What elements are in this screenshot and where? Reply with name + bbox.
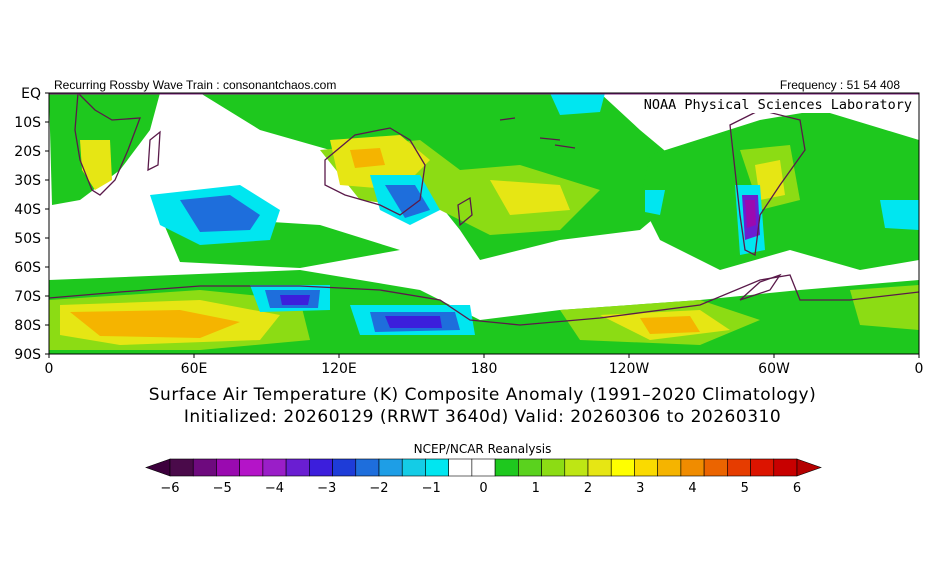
- colorbar-tick-label: −3: [317, 481, 336, 496]
- colorbar-box: [239, 458, 264, 477]
- colorbar-box: [262, 458, 287, 477]
- coastline-antarctic-peninsula: [739, 273, 782, 301]
- colorbar-tick-label: 0: [479, 481, 487, 496]
- lon-tick-label: 180: [471, 361, 498, 377]
- colorbar-under-arrow: [145, 458, 171, 477]
- lon-tick-label: 60W: [758, 361, 790, 377]
- colorbar-box: [773, 458, 798, 477]
- colorbar-box: [285, 458, 310, 477]
- anomaly-region: [385, 185, 430, 218]
- lat-tick-label: 10S: [14, 115, 41, 131]
- anomaly-region: [850, 285, 919, 330]
- colorbar-box: [332, 458, 357, 477]
- colorbar-box: [727, 458, 751, 477]
- anomaly-region: [745, 200, 756, 228]
- lat-tick-label: 40S: [14, 202, 41, 218]
- lat-tick-label: 90S: [14, 347, 41, 363]
- colorbar-over-arrow: [796, 458, 822, 477]
- colorbar-tick-label: −2: [369, 481, 388, 496]
- lon-tick-label: 0: [915, 361, 924, 377]
- colorbar-tick-label: 1: [532, 481, 540, 496]
- anomaly-region: [880, 200, 919, 230]
- lat-tick-label: 20S: [14, 144, 41, 160]
- lat-tick-label: 80S: [14, 318, 41, 334]
- colorbar-title: NCEP/NCAR Reanalysis: [413, 442, 552, 456]
- colorbar-box: [425, 458, 449, 477]
- colorbar-tick-label: 2: [584, 481, 592, 496]
- coastline-antarctica: [49, 274, 919, 326]
- anomaly-region: [180, 195, 260, 232]
- lat-axis: EQ 10S 20S 30S 40S 50S 60S 70S 80S 90S: [14, 86, 49, 363]
- colorbar-box: [634, 458, 658, 477]
- coastline-africa: [74, 93, 141, 196]
- anomaly-region: [645, 190, 665, 215]
- lon-tick-label: 120W: [609, 361, 650, 377]
- colorbar-box: [448, 458, 473, 477]
- anomaly-region: [70, 310, 240, 338]
- anomaly-region: [350, 148, 385, 168]
- colorbar-box: [750, 458, 775, 477]
- anomaly-region: [640, 316, 700, 334]
- anomaly-region: [490, 180, 570, 215]
- coastline-new-zealand: [457, 196, 473, 227]
- anomaly-region: [80, 140, 112, 190]
- colorbar-box: [564, 458, 589, 477]
- colorbar-box: [169, 458, 194, 477]
- anomaly-region: [550, 93, 605, 115]
- anomaly-region: [755, 160, 785, 200]
- colorbar-box: [610, 458, 635, 477]
- colorbar-box: [192, 458, 217, 477]
- colorbar-box: [216, 458, 240, 477]
- header-left: Recurring Rossby Wave Train : consonantc…: [54, 78, 337, 92]
- colorbar-tick-label: 4: [688, 481, 696, 496]
- lon-axis: 0 60E 120E 180 120W 60W 0: [45, 354, 924, 377]
- coastline-madagascar: [147, 130, 161, 172]
- lon-tick-label: 0: [45, 361, 54, 377]
- anomaly-region: [385, 316, 442, 328]
- coastline-islands: [499, 117, 576, 149]
- coastlines: [49, 93, 919, 326]
- header-right: Frequency : 51 54 408: [779, 78, 900, 92]
- colorbar-tick-label: 5: [741, 481, 749, 496]
- colorbar-boxes: [145, 458, 822, 477]
- colorbar-tick-label: 6: [793, 481, 801, 496]
- lat-tick-label: 60S: [14, 260, 41, 276]
- lon-tick-label: 120E: [321, 361, 357, 377]
- colorbar: −6 −5 −4 −3 −2 −1 0 1 2 3 4 5 6: [145, 458, 822, 496]
- lat-tick-label: 50S: [14, 231, 41, 247]
- colorbar-tick-label: −4: [265, 481, 284, 496]
- lat-tick-label: EQ: [21, 86, 41, 102]
- colorbar-box: [401, 458, 426, 477]
- colorbar-box: [471, 458, 496, 477]
- colorbar-box: [680, 458, 705, 477]
- colorbar-box: [587, 458, 612, 477]
- colorbar-box: [541, 458, 566, 477]
- colorbar-box: [309, 458, 333, 477]
- lat-tick-label: 30S: [14, 173, 41, 189]
- anomaly-region: [280, 295, 310, 305]
- lon-tick-label: 60E: [181, 361, 208, 377]
- colorbar-box: [703, 458, 728, 477]
- colorbar-tick-label: −1: [422, 481, 441, 496]
- coastline-south-america: [729, 109, 806, 256]
- colorbar-box: [494, 458, 519, 477]
- map-title-line2: Initialized: 20260129 (RRWT 3640d) Valid…: [183, 407, 782, 427]
- anomaly-map: NOAA Physical Sciences Laboratory EQ 10S 2…: [14, 86, 924, 377]
- lat-tick-label: 70S: [14, 289, 41, 305]
- colorbar-box: [355, 458, 380, 477]
- colorbar-box: [518, 458, 542, 477]
- colorbar-tick-label: −5: [213, 481, 232, 496]
- coastline-australia: [324, 127, 426, 216]
- colorbar-tick-label: 3: [636, 481, 644, 496]
- colorbar-tick-label: −6: [160, 481, 179, 496]
- inset-label: NOAA Physical Sciences Laboratory: [644, 97, 912, 113]
- anomaly-field: [49, 93, 919, 354]
- colorbar-box: [657, 458, 682, 477]
- inset-label-bg: [622, 95, 916, 113]
- colorbar-box: [378, 458, 403, 477]
- colorbar-ticks: −6 −5 −4 −3 −2 −1 0 1 2 3 4 5 6: [160, 481, 801, 496]
- map-title-line1: Surface Air Temperature (K) Composite An…: [148, 385, 817, 405]
